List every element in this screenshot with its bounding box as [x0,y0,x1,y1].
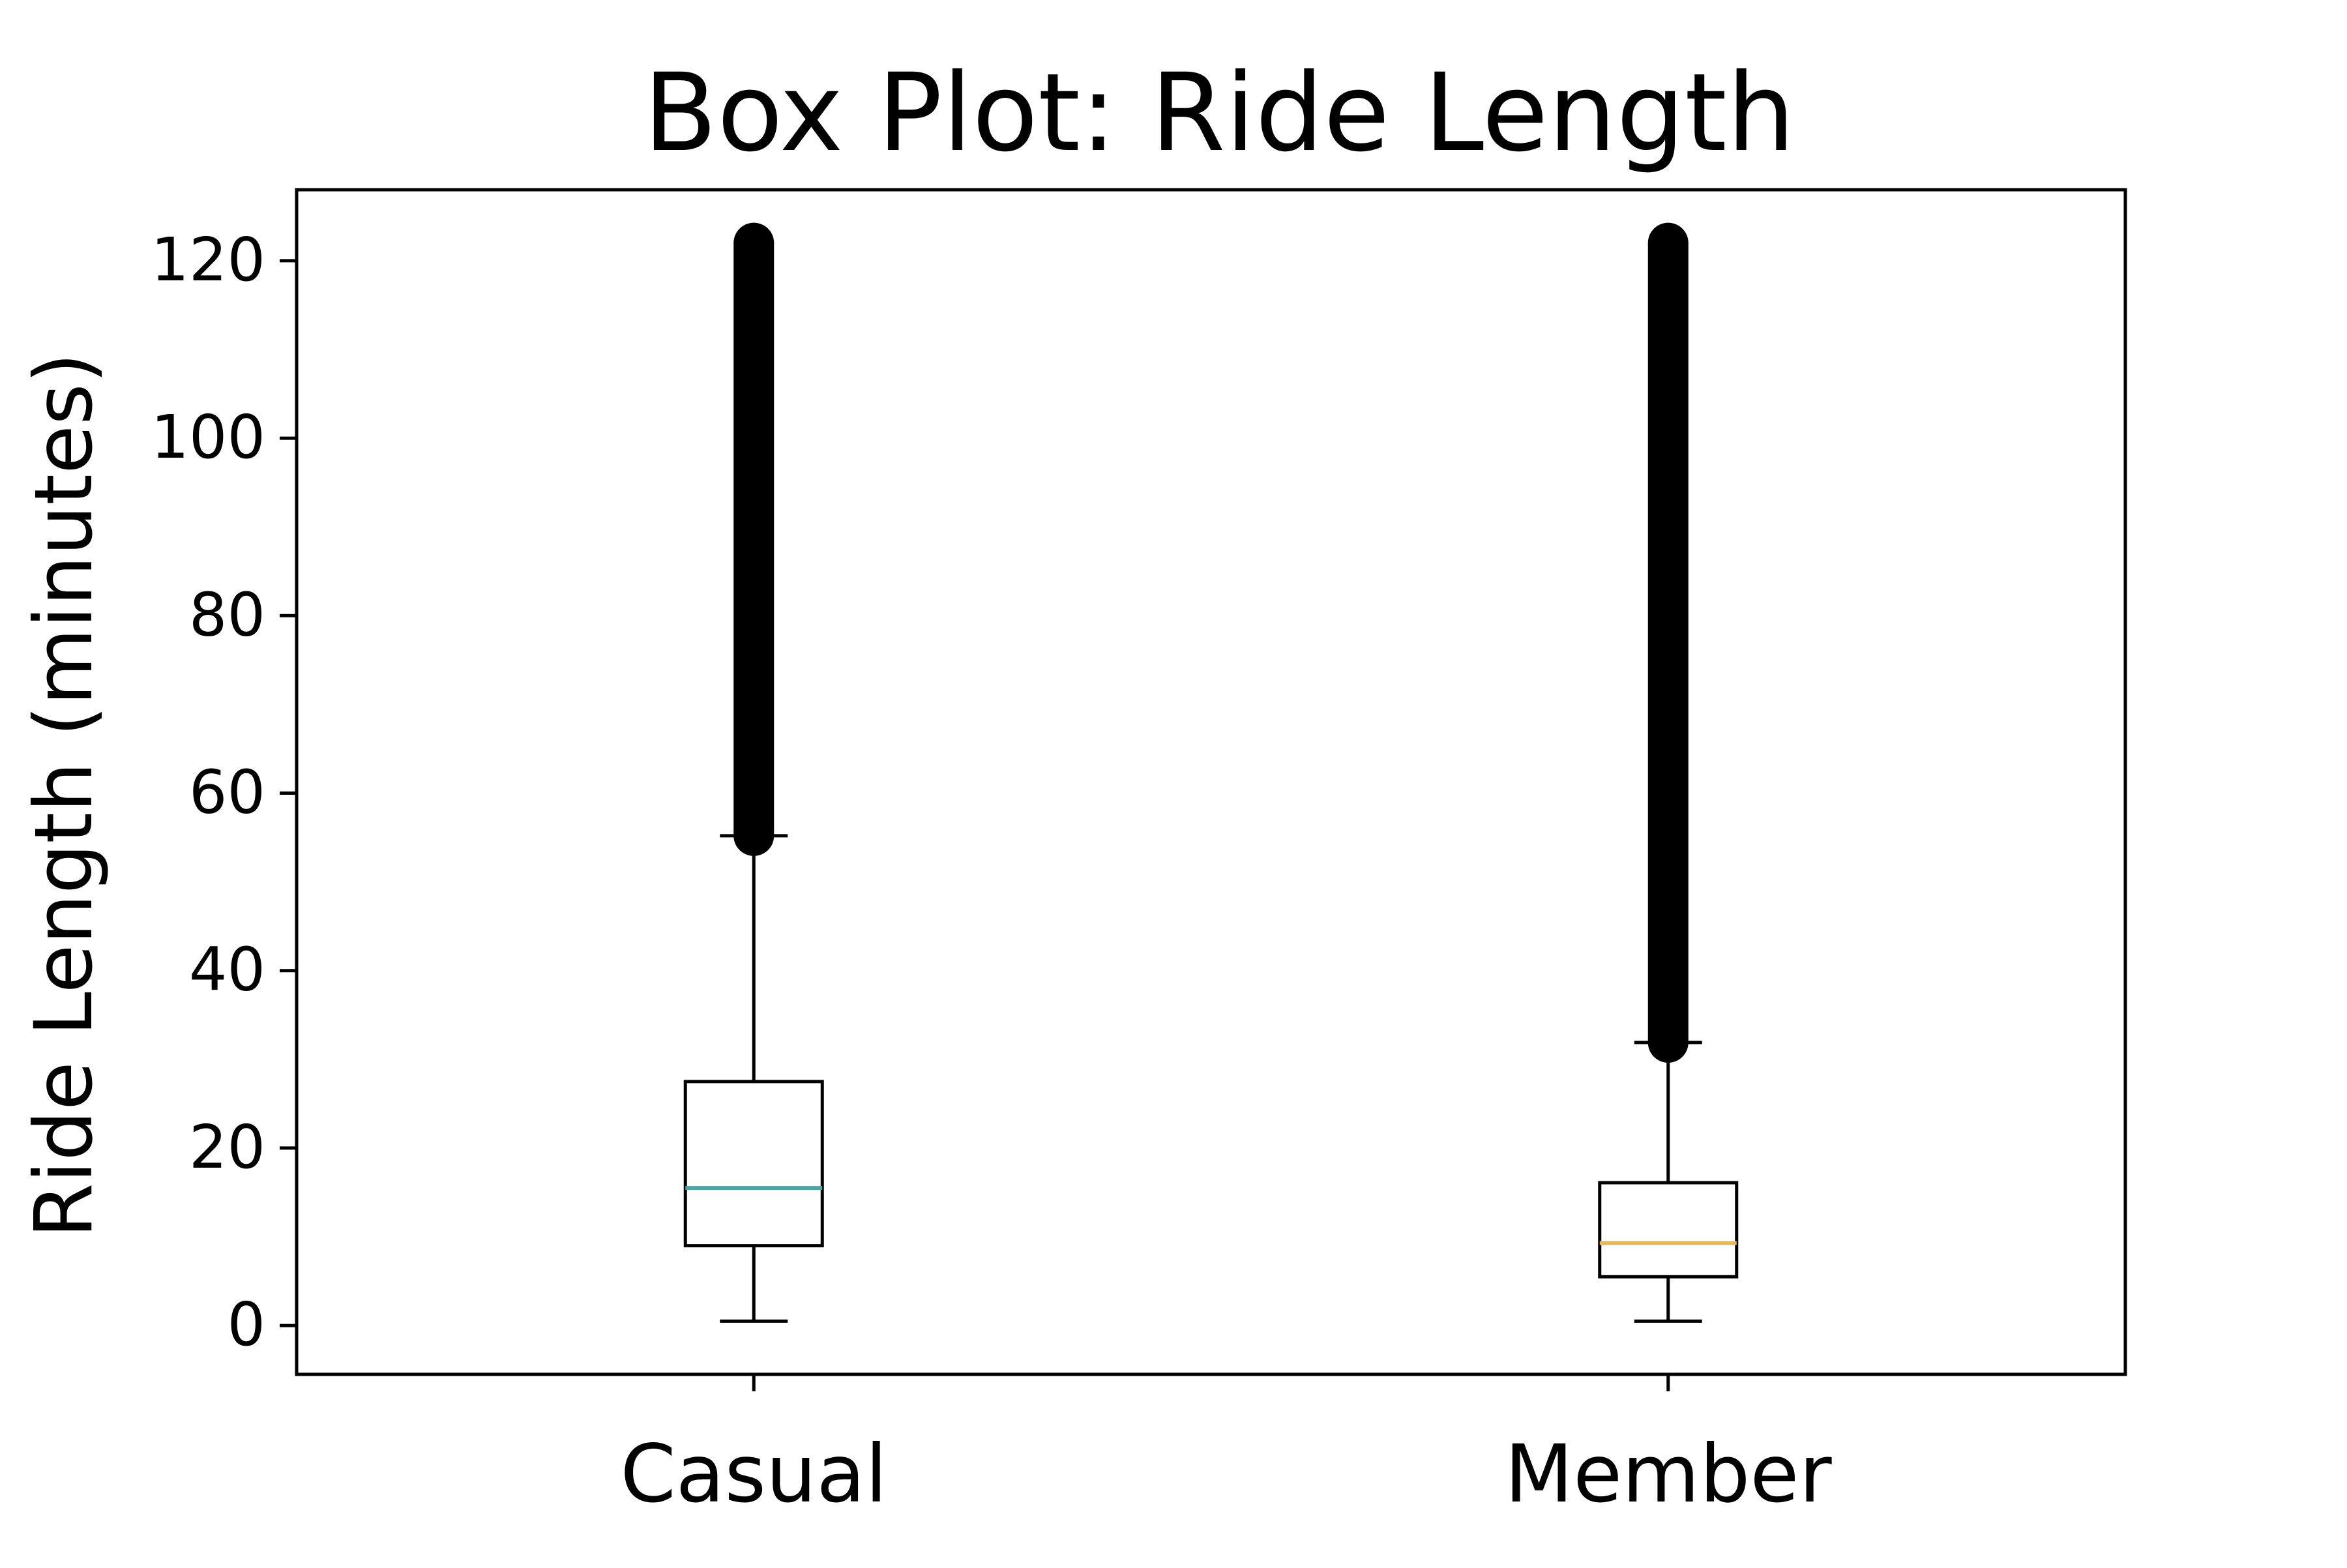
plot-area: 0 20 40 60 80 100 120 Casual Member [151,222,1833,1520]
y-tick-label: 20 [189,1112,265,1182]
y-tick-label: 100 [151,402,265,472]
y-axis-label: Ride Length (minutes) [18,353,110,1239]
x-tick-label: Casual [621,1428,888,1520]
y-tick-label: 120 [151,225,265,295]
y-tick-label: 80 [189,580,265,649]
chart-title: Box Plot: Ride Length [643,50,1795,175]
box [683,1080,824,1248]
x-tick-label: Member [1505,1428,1833,1520]
y-tick-label: 60 [189,758,265,827]
y-tick-label: 0 [227,1290,265,1359]
y-tick-label: 40 [189,935,265,1005]
box [1598,1181,1739,1279]
axes-frame [295,188,2127,1376]
